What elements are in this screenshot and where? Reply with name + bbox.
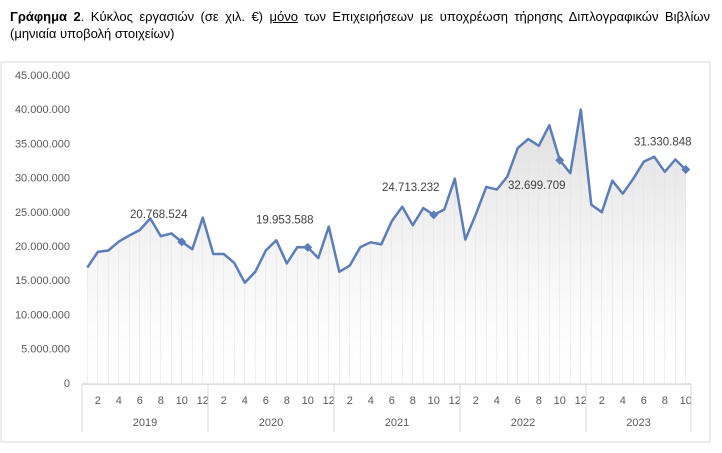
x-tick-label: 6 [389, 395, 395, 407]
chart-title: Γράφημα 2. Κύκλος εργασιών (σε χιλ. €) μ… [10, 8, 710, 42]
area [87, 109, 686, 384]
year-label: 2023 [626, 417, 650, 429]
x-tick-label: 2 [473, 395, 479, 407]
x-tick-label: 12 [449, 395, 461, 407]
year-label: 2022 [511, 417, 535, 429]
y-tick-label: 35.000.000 [15, 138, 70, 150]
title-part: των Επιχειρήσεων με υποχρέωση τήρησης Δι… [10, 9, 710, 41]
x-tick-label: 10 [302, 395, 314, 407]
y-tick-label: 45.000.000 [15, 70, 70, 82]
data-marker [303, 242, 313, 252]
title-part: . Κύκλος εργασιών (σε χιλ. €) [80, 9, 270, 24]
year-label: 2020 [259, 417, 283, 429]
title-part: Γράφημα 2 [10, 9, 81, 24]
data-label: 20.768.524 [130, 209, 188, 221]
series-line [86, 108, 687, 284]
data-label: 24.713.232 [382, 182, 440, 194]
x-tick-label: 10 [680, 395, 692, 407]
year-label: 2021 [385, 417, 409, 429]
x-tick-label: 2 [599, 395, 605, 407]
x-tick-label: 4 [494, 395, 500, 407]
data-marker [681, 165, 691, 175]
y-tick-label: 25.000.000 [15, 207, 70, 219]
data-marker [177, 237, 187, 247]
x-tick-label: 6 [515, 395, 521, 407]
x-tick-label: 4 [116, 395, 122, 407]
y-tick-label: 0 [64, 378, 70, 390]
chart-frame [0, 61, 711, 443]
x-tick-label: 12 [323, 395, 335, 407]
x-tick-label: 6 [137, 395, 143, 407]
x-tick-label: 10 [176, 395, 188, 407]
x-tick-label: 12 [575, 395, 587, 407]
x-tick-label: 6 [641, 395, 647, 407]
x-tick-label: 2 [347, 395, 353, 407]
x-tick-label: 2 [95, 395, 101, 407]
x-tick-label: 8 [662, 395, 668, 407]
y-tick-label: 10.000.000 [15, 309, 70, 321]
x-tick-label: 10 [554, 395, 566, 407]
y-tick-label: 15.000.000 [15, 275, 70, 287]
y-tick-label: 40.000.000 [15, 104, 70, 116]
data-label: 31.330.848 [634, 137, 692, 149]
y-tick-label: 5.000.000 [21, 344, 70, 356]
x-tick-label: 4 [242, 395, 248, 407]
data-marker [555, 155, 565, 165]
x-tick-label: 6 [263, 395, 269, 407]
data-label: 32.699.709 [508, 180, 566, 192]
x-tick-label: 10 [428, 395, 440, 407]
x-tick-label: 8 [536, 395, 542, 407]
title-part: μόνο [269, 9, 298, 24]
x-tick-label: 8 [410, 395, 416, 407]
x-tick-label: 4 [620, 395, 626, 407]
x-tick-label: 8 [284, 395, 290, 407]
x-tick-label: 12 [197, 395, 209, 407]
year-label: 2019 [133, 417, 157, 429]
data-label: 19.953.588 [256, 214, 314, 226]
data-marker [429, 210, 439, 220]
y-tick-label: 30.000.000 [15, 173, 70, 185]
x-tick-label: 2 [221, 395, 227, 407]
x-tick-label: 8 [158, 395, 164, 407]
y-tick-label: 20.000.000 [15, 241, 70, 253]
x-tick-label: 4 [368, 395, 374, 407]
